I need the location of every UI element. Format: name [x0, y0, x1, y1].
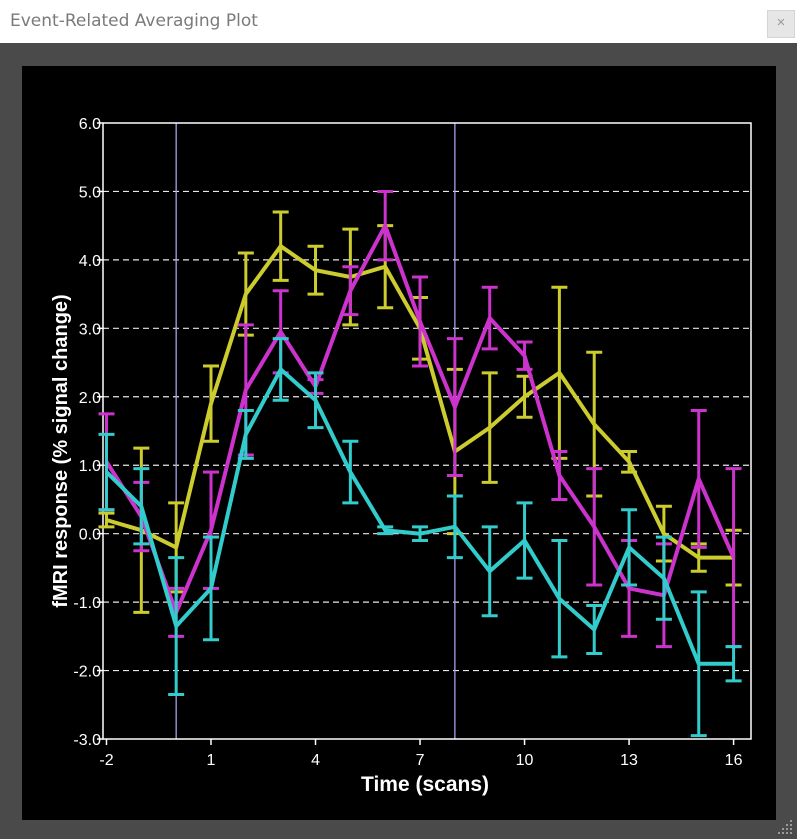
x-tick-label: 10	[516, 752, 534, 769]
y-tick-label: -3.0	[73, 732, 101, 749]
close-button[interactable]: ×	[767, 10, 795, 38]
y-tick-label: 6.0	[79, 116, 101, 133]
x-tick-label: 13	[620, 752, 638, 769]
y-tick-label: 3.0	[79, 321, 101, 338]
y-tick-label: 5.0	[79, 184, 101, 201]
series-group	[98, 189, 742, 649]
x-axis-label: Time (scans)	[361, 773, 489, 796]
close-icon: ×	[776, 14, 786, 31]
series-group	[98, 210, 742, 614]
y-axis-label: fMRI response (% signal change)	[50, 294, 72, 607]
x-tick-label: 1	[207, 752, 216, 769]
x-tick-label: 7	[416, 752, 425, 769]
plot-frame	[102, 122, 752, 740]
window-title: Event-Related Averaging Plot	[10, 11, 258, 31]
series-line	[105, 367, 734, 666]
x-tick-label: -2	[99, 752, 113, 769]
series-line	[104, 223, 736, 615]
y-tick-label: 2.0	[79, 390, 101, 407]
plot-panel: -3.0 -2.0 -1.0 0.0 1.0 2.0 3.0 4.0 5.0 6.0 -2 1 4 7 10…	[22, 66, 776, 820]
title-bar: Event-Related Averaging Plot ×	[0, 0, 797, 43]
x-tick-label: 4	[311, 752, 320, 769]
y-tick-label: -1.0	[73, 595, 101, 612]
y-tick-label: 4.0	[79, 253, 101, 270]
series-group	[98, 337, 742, 738]
y-tick-label: -2.0	[73, 664, 101, 681]
y-tick-label: 0.0	[79, 527, 101, 544]
chart-svg: -3.0 -2.0 -1.0 0.0 1.0 2.0 3.0 4.0 5.0 6.0 -2 1 4 7 10…	[50, 116, 752, 796]
x-tick-label: 16	[725, 752, 743, 769]
resize-grip-icon[interactable]	[777, 819, 795, 837]
y-tick-label: 1.0	[79, 458, 101, 475]
